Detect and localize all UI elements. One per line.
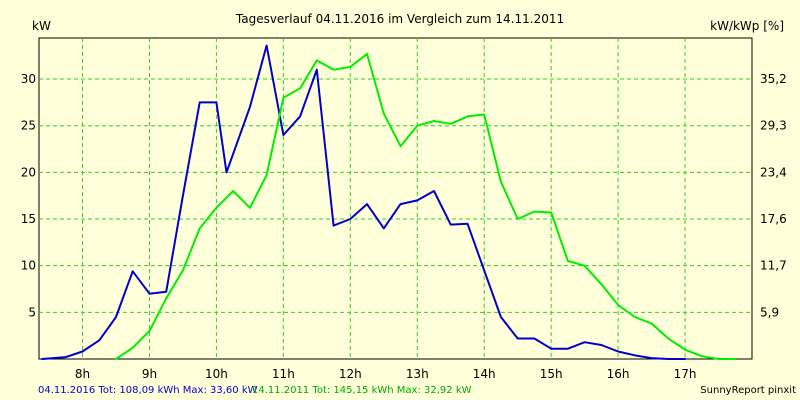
y-tick-label-left: 25 bbox=[21, 119, 36, 133]
tick-labels: 8h 9h 10h 11h 12h 13h 14h 15h 16h 17h 5 5,9 10 11,7 15… bbox=[21, 72, 787, 381]
y-tick-label-left: 15 bbox=[21, 212, 36, 226]
footer-series-a: 04.11.2016 Tot: 108,09 kWh Max: 33,60 kW bbox=[38, 385, 258, 396]
y-tick-label-left: 5 bbox=[28, 305, 36, 319]
x-tick-label: 15h bbox=[540, 367, 563, 381]
series-line-2011 bbox=[115, 52, 737, 360]
y-tick-label-right: 5,9 bbox=[760, 305, 779, 319]
grid bbox=[39, 38, 752, 359]
x-tick-label: 11h bbox=[272, 367, 295, 381]
left-axis-unit: kW bbox=[32, 19, 51, 33]
x-tick-label: 14h bbox=[473, 367, 496, 381]
y-tick-label-left: 30 bbox=[21, 72, 36, 86]
series-line-2016 bbox=[41, 44, 687, 360]
y-tick-label-right: 11,7 bbox=[760, 259, 787, 273]
x-tick-label: 10h bbox=[205, 367, 228, 381]
chart-title: Tagesverlauf 04.11.2016 im Vergleich zum… bbox=[235, 12, 564, 26]
y-tick-label-left: 10 bbox=[21, 259, 36, 273]
x-tick-label: 13h bbox=[406, 367, 429, 381]
footer-credit: SunnyReport pinxit bbox=[700, 385, 796, 396]
y-tick-label-left: 20 bbox=[21, 165, 36, 179]
x-tick-label: 16h bbox=[607, 367, 630, 381]
y-tick-label-right: 29,3 bbox=[760, 119, 787, 133]
series-layer bbox=[41, 44, 737, 360]
x-tick-label: 17h bbox=[674, 367, 697, 381]
footer-series-b: 14.11.2011 Tot: 145,15 kWh Max: 32,92 kW bbox=[252, 385, 472, 396]
x-tick-label: 9h bbox=[142, 367, 157, 381]
x-tick-label: 12h bbox=[339, 367, 362, 381]
plot-area bbox=[38, 37, 753, 360]
right-axis-unit: kW/kWp [%] bbox=[710, 19, 784, 33]
x-tick-label: 8h bbox=[75, 367, 90, 381]
y-tick-label-right: 23,4 bbox=[760, 165, 787, 179]
y-tick-label-right: 35,2 bbox=[760, 72, 787, 86]
y-tick-label-right: 17,6 bbox=[760, 212, 787, 226]
